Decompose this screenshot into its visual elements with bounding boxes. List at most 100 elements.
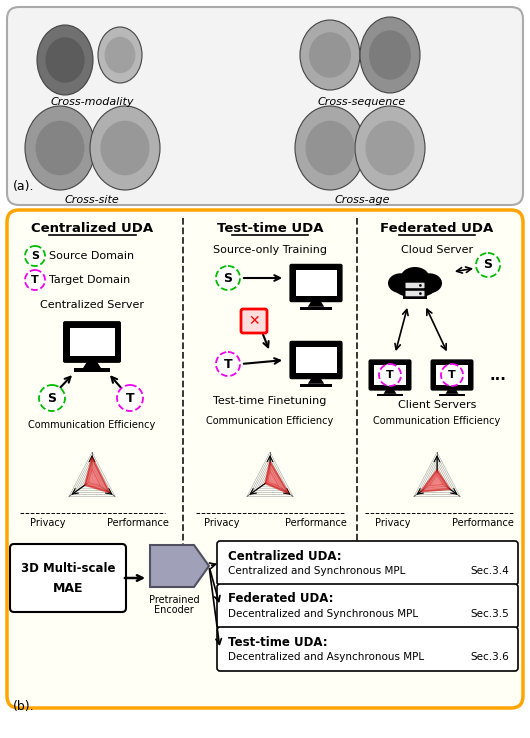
- Polygon shape: [266, 462, 288, 493]
- Text: Federated UDA:: Federated UDA:: [228, 593, 333, 605]
- Text: T: T: [31, 275, 39, 285]
- Circle shape: [216, 266, 240, 290]
- Ellipse shape: [309, 32, 351, 77]
- Text: Privacy: Privacy: [375, 518, 411, 528]
- Ellipse shape: [369, 30, 411, 80]
- Polygon shape: [439, 394, 465, 396]
- FancyBboxPatch shape: [289, 263, 342, 303]
- Text: Privacy: Privacy: [204, 518, 240, 528]
- Ellipse shape: [300, 20, 360, 90]
- Text: Privacy: Privacy: [30, 518, 66, 528]
- Circle shape: [441, 364, 463, 386]
- FancyBboxPatch shape: [69, 328, 114, 356]
- Text: Sec.3.6: Sec.3.6: [470, 652, 509, 662]
- Text: Source-only Training: Source-only Training: [213, 245, 327, 255]
- Text: (a).: (a).: [13, 180, 34, 193]
- Text: Centralized UDA: Centralized UDA: [31, 222, 153, 235]
- Polygon shape: [429, 475, 443, 486]
- Text: T: T: [126, 391, 134, 404]
- Circle shape: [419, 292, 422, 295]
- Ellipse shape: [104, 37, 135, 73]
- Text: Centralized Server: Centralized Server: [40, 300, 144, 310]
- Text: Centralized UDA:: Centralized UDA:: [228, 550, 342, 562]
- Polygon shape: [266, 465, 286, 492]
- FancyBboxPatch shape: [289, 341, 342, 379]
- Polygon shape: [308, 377, 324, 384]
- Ellipse shape: [98, 27, 142, 83]
- Ellipse shape: [101, 121, 149, 176]
- Text: T: T: [448, 370, 456, 380]
- Circle shape: [419, 284, 422, 287]
- FancyBboxPatch shape: [436, 365, 468, 385]
- Ellipse shape: [417, 273, 442, 293]
- Text: T: T: [224, 357, 232, 370]
- FancyBboxPatch shape: [7, 210, 523, 708]
- Text: Pretrained: Pretrained: [149, 595, 199, 605]
- Text: T: T: [386, 370, 394, 380]
- Text: Communication Efficiency: Communication Efficiency: [29, 420, 156, 430]
- Polygon shape: [421, 470, 449, 492]
- Polygon shape: [85, 458, 109, 492]
- Text: Decentralized and Asynchronous MPL: Decentralized and Asynchronous MPL: [228, 652, 424, 662]
- Polygon shape: [86, 461, 107, 491]
- FancyBboxPatch shape: [217, 541, 518, 585]
- FancyBboxPatch shape: [296, 270, 337, 296]
- Polygon shape: [74, 368, 110, 372]
- Text: 3D Multi-scale: 3D Multi-scale: [21, 562, 115, 574]
- Polygon shape: [299, 384, 332, 387]
- Text: Decentralized and Synchronous MPL: Decentralized and Synchronous MPL: [228, 609, 418, 619]
- Ellipse shape: [295, 106, 365, 190]
- Polygon shape: [377, 394, 403, 396]
- Text: Test-time UDA: Test-time UDA: [217, 222, 323, 235]
- Text: S: S: [483, 258, 492, 272]
- Polygon shape: [83, 361, 101, 368]
- Polygon shape: [85, 458, 109, 492]
- Text: Performance: Performance: [285, 518, 347, 528]
- Text: S: S: [48, 391, 57, 404]
- Text: Cross-site: Cross-site: [65, 195, 119, 205]
- Text: S: S: [224, 272, 233, 285]
- FancyBboxPatch shape: [405, 291, 425, 296]
- FancyBboxPatch shape: [405, 283, 425, 289]
- Text: Cross-age: Cross-age: [334, 195, 390, 205]
- Ellipse shape: [36, 121, 84, 176]
- Text: (b).: (b).: [13, 700, 34, 713]
- Ellipse shape: [305, 121, 355, 176]
- Polygon shape: [384, 389, 396, 394]
- FancyBboxPatch shape: [368, 359, 411, 390]
- Circle shape: [25, 246, 45, 266]
- Text: Communication Efficiency: Communication Efficiency: [206, 416, 333, 426]
- FancyBboxPatch shape: [7, 7, 523, 205]
- Polygon shape: [308, 300, 324, 307]
- Text: Test-time Finetuning: Test-time Finetuning: [213, 396, 326, 406]
- Text: Performance: Performance: [107, 518, 169, 528]
- Circle shape: [476, 253, 500, 277]
- Polygon shape: [446, 389, 458, 394]
- FancyBboxPatch shape: [296, 347, 337, 373]
- FancyBboxPatch shape: [217, 584, 518, 628]
- Text: Communication Efficiency: Communication Efficiency: [373, 416, 501, 426]
- Text: Cross-sequence: Cross-sequence: [318, 97, 406, 107]
- Circle shape: [25, 270, 45, 290]
- Polygon shape: [299, 307, 332, 310]
- Polygon shape: [426, 473, 446, 488]
- FancyBboxPatch shape: [430, 359, 473, 390]
- Ellipse shape: [37, 25, 93, 95]
- Text: Federated UDA: Federated UDA: [381, 222, 493, 235]
- Text: Encoder: Encoder: [154, 605, 194, 615]
- Text: Sec.3.5: Sec.3.5: [470, 609, 509, 619]
- Circle shape: [216, 352, 240, 376]
- Ellipse shape: [360, 17, 420, 93]
- Ellipse shape: [393, 276, 437, 297]
- Text: Cloud Server: Cloud Server: [401, 245, 473, 255]
- FancyBboxPatch shape: [403, 280, 427, 298]
- Text: Target Domain: Target Domain: [49, 275, 130, 285]
- Ellipse shape: [366, 121, 414, 176]
- Text: MAE: MAE: [53, 582, 83, 595]
- Text: Source Domain: Source Domain: [49, 251, 134, 261]
- Text: Cross-modality: Cross-modality: [50, 97, 134, 107]
- FancyBboxPatch shape: [374, 365, 407, 385]
- Polygon shape: [266, 462, 288, 493]
- Polygon shape: [423, 472, 448, 490]
- Text: ...: ...: [490, 368, 507, 382]
